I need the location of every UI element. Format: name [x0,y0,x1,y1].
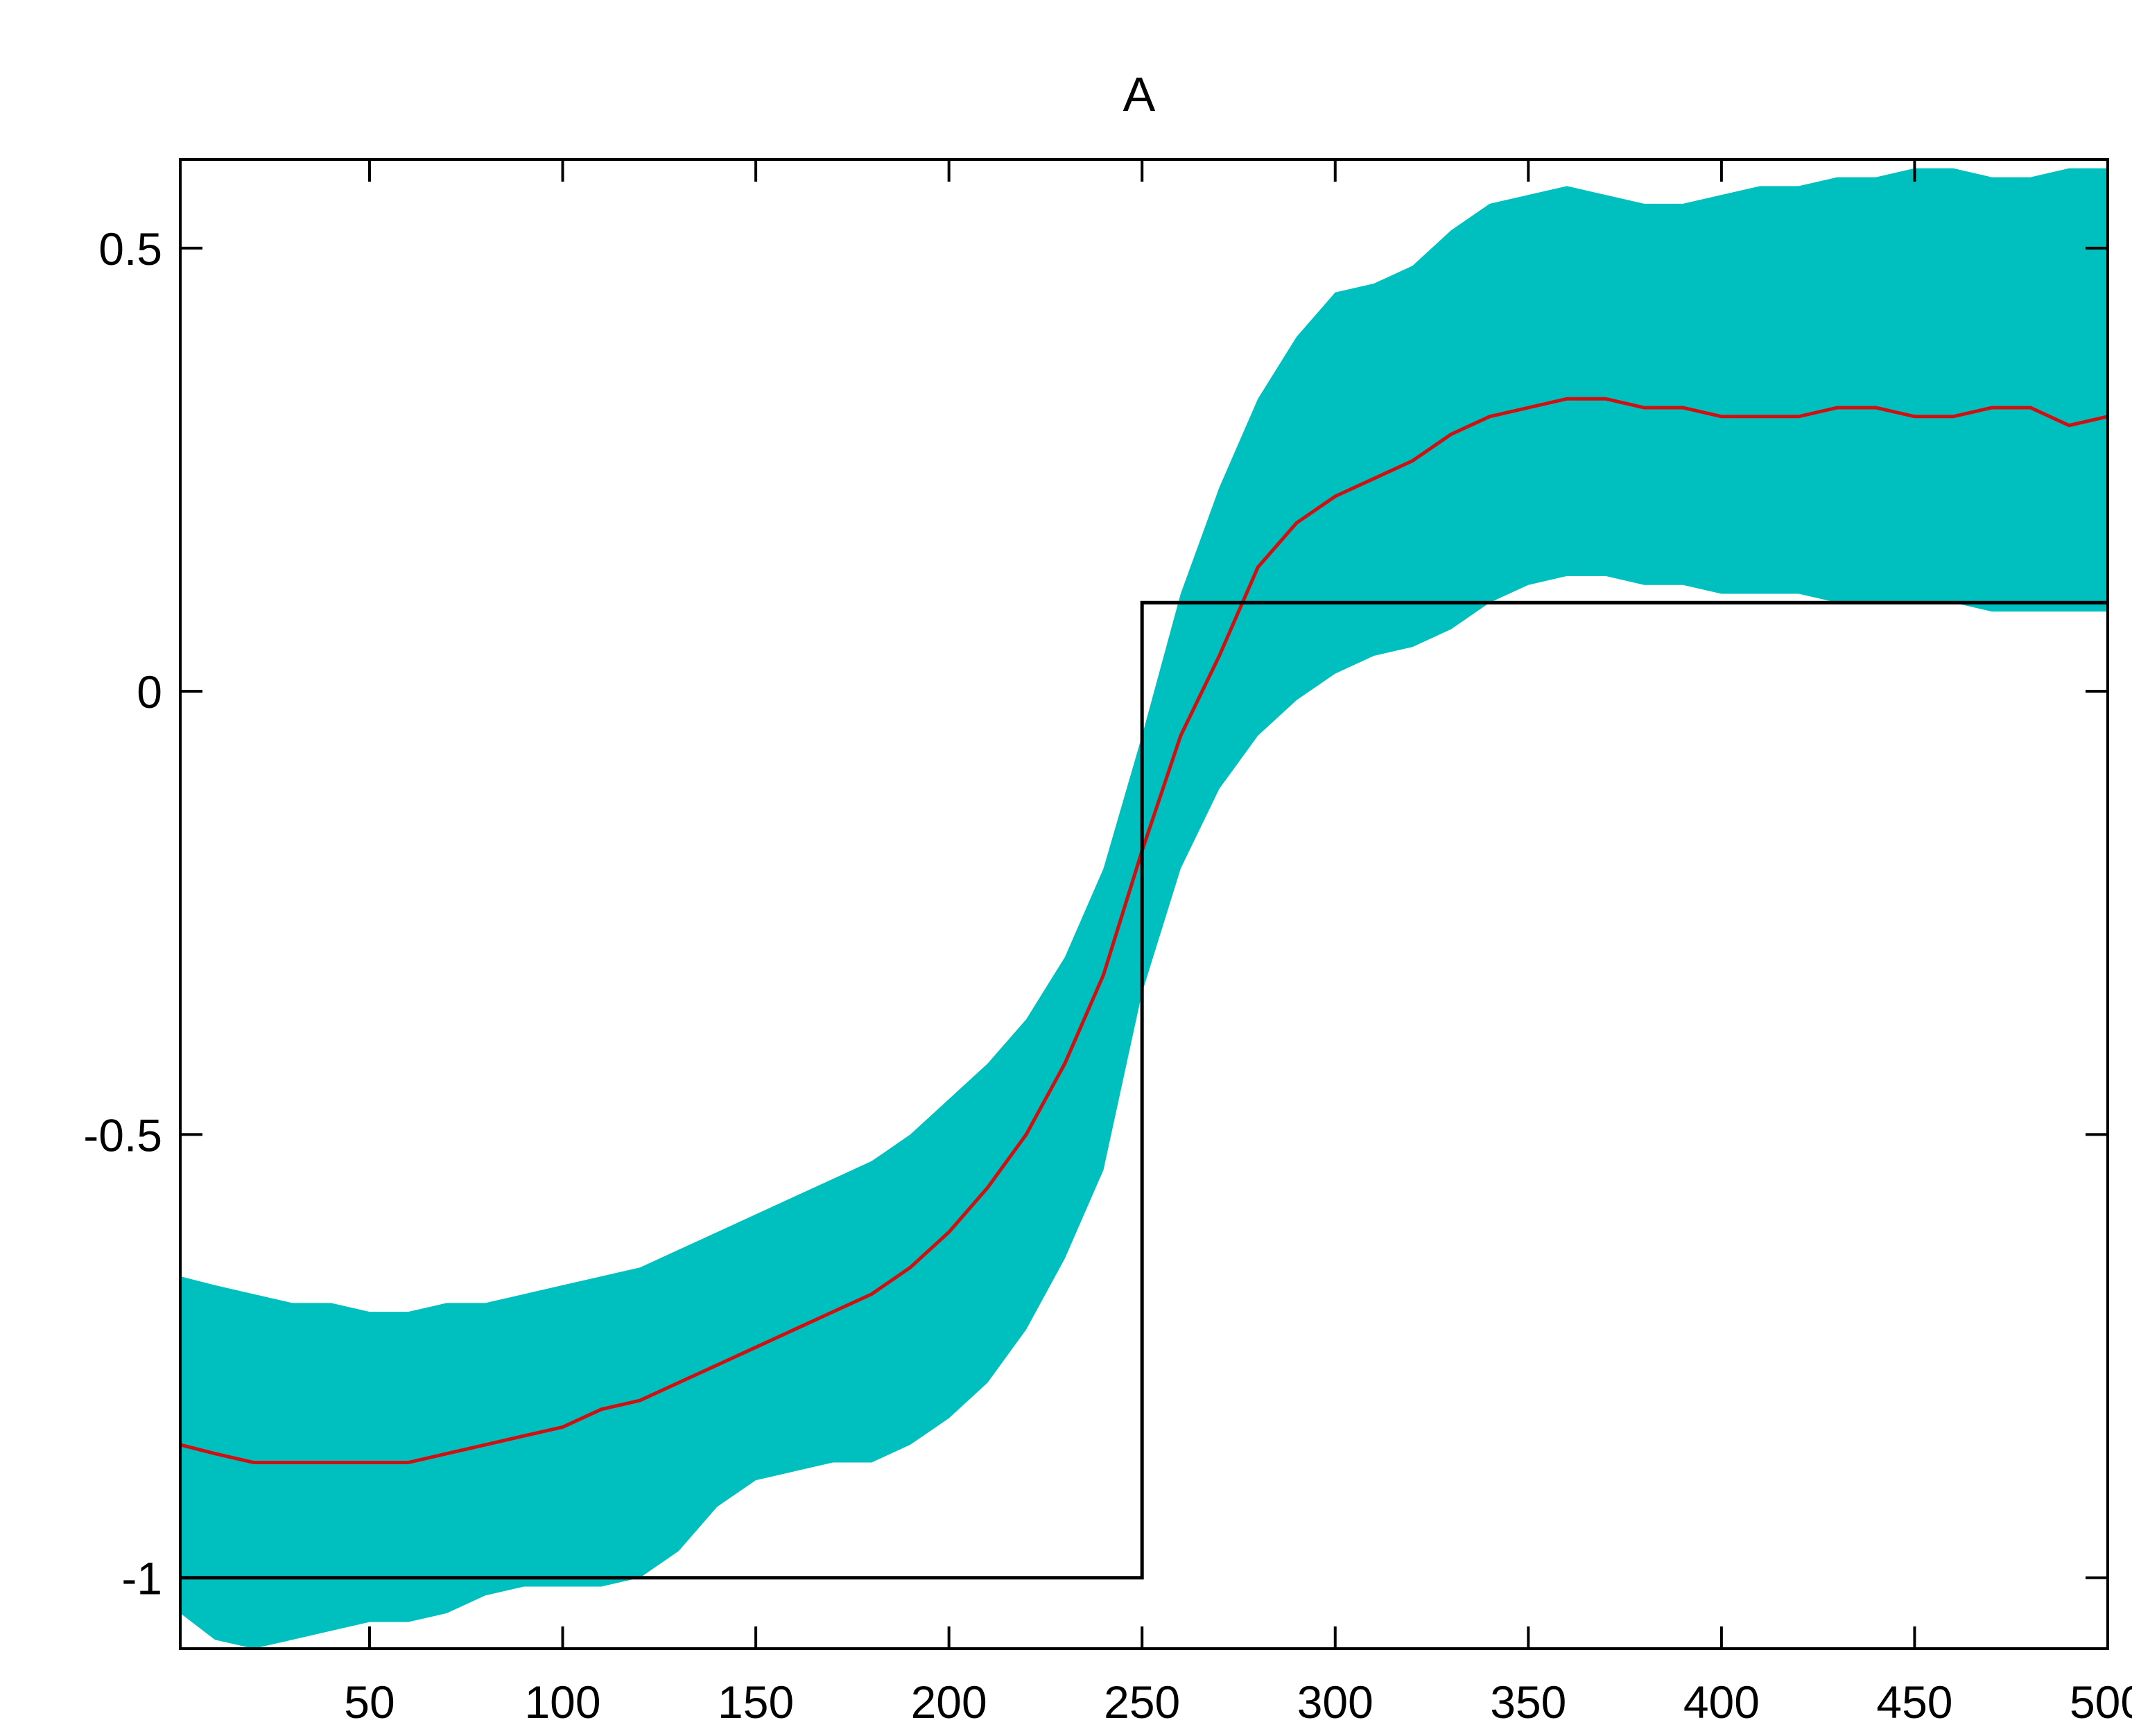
y-tick-label: 0 [137,666,162,718]
chart-title: A [1123,67,1156,121]
x-tick-label: 300 [1297,1676,1373,1728]
x-tick-label: 450 [1876,1676,1952,1728]
x-tick-label: 500 [2070,1676,2132,1728]
y-tick-label: -0.5 [83,1109,162,1161]
y-tick-label: -1 [121,1553,162,1604]
x-tick-label: 50 [344,1676,395,1728]
step-line [180,600,2108,1580]
y-tick-label: 0.5 [98,223,162,275]
confidence-band [180,168,2108,1649]
x-tick-label: 400 [1683,1676,1760,1728]
x-tick-label: 250 [1104,1676,1180,1728]
x-tick-label: 350 [1490,1676,1566,1728]
x-tick-label: 150 [718,1676,794,1728]
x-tick-label: 100 [524,1676,600,1728]
x-tick-label: 200 [911,1676,987,1728]
axes-frame [179,158,2109,1650]
